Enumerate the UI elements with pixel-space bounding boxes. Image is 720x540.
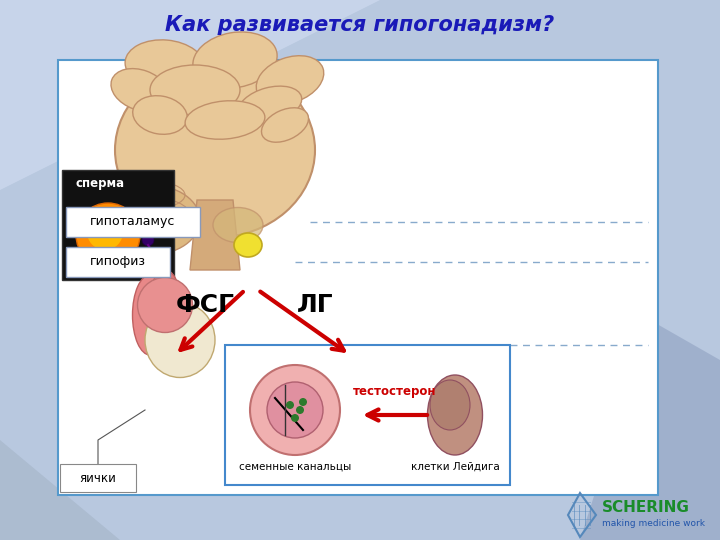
Ellipse shape bbox=[261, 108, 309, 142]
Ellipse shape bbox=[125, 40, 205, 90]
Ellipse shape bbox=[234, 233, 262, 257]
Polygon shape bbox=[0, 0, 380, 190]
Text: сперма: сперма bbox=[75, 177, 124, 190]
Circle shape bbox=[286, 401, 294, 409]
Text: SCHERING: SCHERING bbox=[602, 500, 690, 515]
Ellipse shape bbox=[111, 69, 169, 111]
Bar bbox=[62, 170, 174, 280]
Text: гипофиз: гипофиз bbox=[90, 255, 146, 268]
Ellipse shape bbox=[428, 375, 482, 455]
Circle shape bbox=[299, 398, 307, 406]
Text: making medicine work: making medicine work bbox=[602, 518, 705, 528]
Text: семенные канальцы: семенные канальцы bbox=[239, 462, 351, 472]
FancyBboxPatch shape bbox=[60, 464, 136, 492]
Ellipse shape bbox=[185, 101, 265, 139]
Circle shape bbox=[76, 203, 140, 267]
Circle shape bbox=[296, 406, 304, 414]
Ellipse shape bbox=[151, 270, 179, 320]
Ellipse shape bbox=[145, 302, 215, 377]
Ellipse shape bbox=[115, 63, 315, 238]
Bar bbox=[225, 345, 510, 485]
Bar bbox=[58, 60, 658, 495]
Circle shape bbox=[87, 214, 123, 250]
Ellipse shape bbox=[150, 65, 240, 115]
Text: клетки Лейдига: клетки Лейдига bbox=[410, 462, 500, 472]
Circle shape bbox=[267, 382, 323, 438]
Text: ФСГ: ФСГ bbox=[176, 293, 235, 317]
Ellipse shape bbox=[430, 380, 470, 430]
Polygon shape bbox=[580, 320, 720, 540]
Ellipse shape bbox=[132, 275, 168, 355]
Ellipse shape bbox=[138, 278, 192, 333]
Text: Как развивается гипогонадизм?: Как развивается гипогонадизм? bbox=[166, 15, 554, 35]
Ellipse shape bbox=[238, 86, 302, 124]
Ellipse shape bbox=[132, 96, 187, 134]
FancyBboxPatch shape bbox=[66, 207, 200, 237]
Circle shape bbox=[291, 414, 299, 422]
Text: яички: яички bbox=[80, 471, 117, 484]
Ellipse shape bbox=[256, 56, 324, 104]
Text: ЛГ: ЛГ bbox=[297, 293, 333, 317]
Text: тестостерон: тестостерон bbox=[354, 386, 437, 399]
Text: гипоталамус: гипоталамус bbox=[90, 215, 176, 228]
Circle shape bbox=[142, 234, 154, 246]
Ellipse shape bbox=[213, 207, 263, 242]
Ellipse shape bbox=[100, 185, 200, 255]
Ellipse shape bbox=[193, 32, 277, 88]
FancyBboxPatch shape bbox=[66, 247, 170, 277]
Circle shape bbox=[250, 365, 340, 455]
Polygon shape bbox=[0, 440, 120, 540]
Polygon shape bbox=[190, 200, 240, 270]
